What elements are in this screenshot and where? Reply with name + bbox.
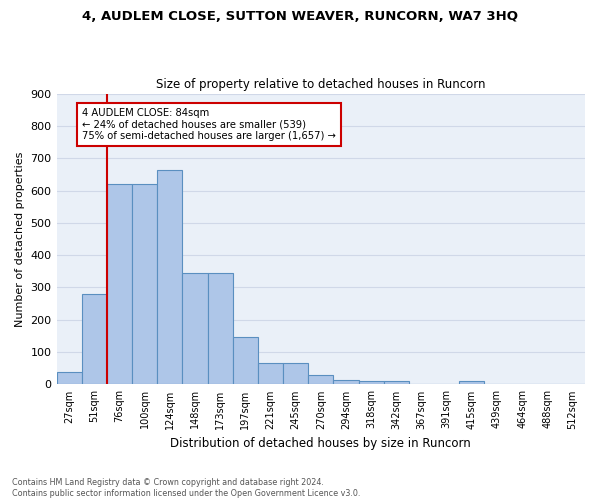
Bar [56,372,82,384]
Bar [107,184,132,384]
Text: 4, AUDLEM CLOSE, SUTTON WEAVER, RUNCORN, WA7 3HQ: 4, AUDLEM CLOSE, SUTTON WEAVER, RUNCORN,… [82,10,518,23]
Bar [334,380,359,384]
Bar [82,294,107,384]
Title: Size of property relative to detached houses in Runcorn: Size of property relative to detached ho… [156,78,485,91]
Bar [258,364,283,384]
Bar [182,273,208,384]
X-axis label: Distribution of detached houses by size in Runcorn: Distribution of detached houses by size … [170,437,471,450]
Bar [283,364,308,384]
Bar [383,380,409,384]
Text: 4 AUDLEM CLOSE: 84sqm
← 24% of detached houses are smaller (539)
75% of semi-det: 4 AUDLEM CLOSE: 84sqm ← 24% of detached … [82,108,335,142]
Bar [157,170,182,384]
Bar [208,273,233,384]
Y-axis label: Number of detached properties: Number of detached properties [15,152,25,326]
Text: Contains HM Land Registry data © Crown copyright and database right 2024.
Contai: Contains HM Land Registry data © Crown c… [12,478,361,498]
Bar [132,184,157,384]
Bar [308,376,334,384]
Bar [359,380,383,384]
Bar [233,336,258,384]
Bar [459,381,484,384]
